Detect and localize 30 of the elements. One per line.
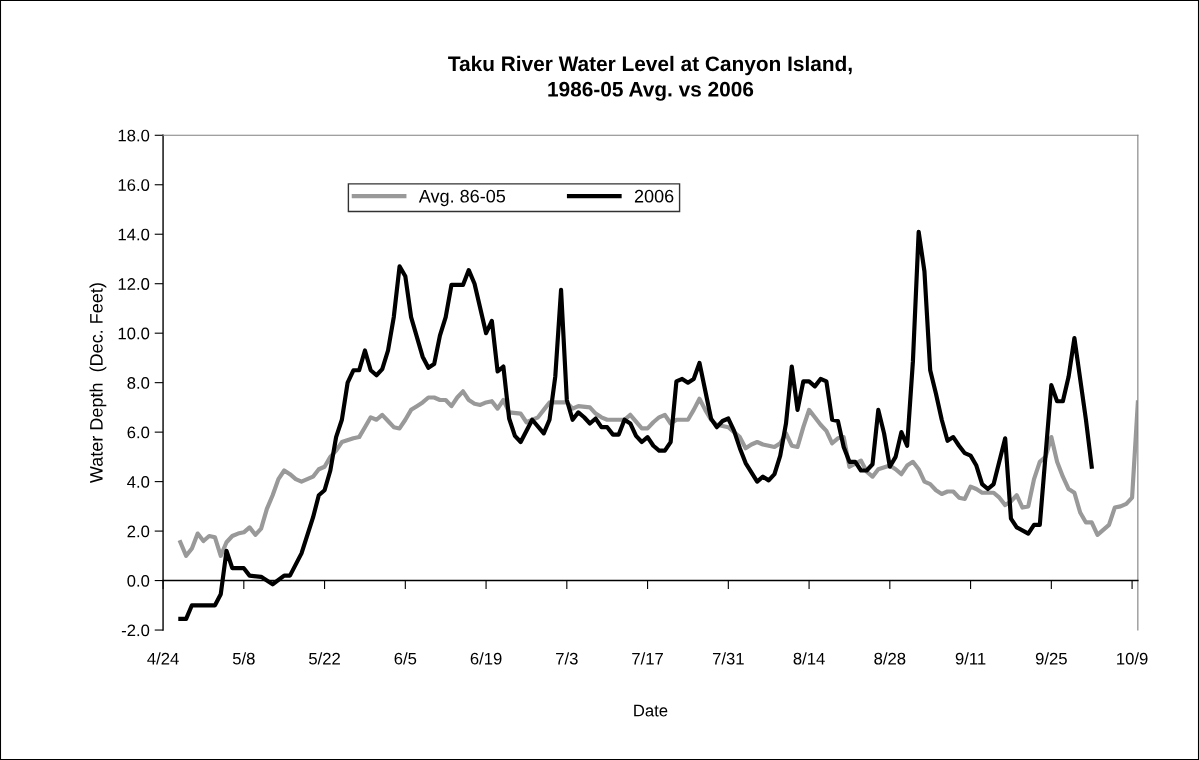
y-tick-label: 18.0 — [118, 129, 150, 142]
x-axis-title: Date — [634, 704, 668, 717]
y-tick-label: -2.0 — [121, 624, 150, 637]
line-series — [178, 389, 1138, 558]
y-tick-label: 8.0 — [127, 377, 150, 389]
y-tick-label: 2.0 — [127, 525, 150, 538]
y-tick-label: 14.0 — [118, 228, 150, 241]
x-tick-label: 9/25 — [1035, 652, 1067, 665]
y-tick-label: 6.0 — [127, 426, 150, 439]
legend-label: Avg. 86-05 — [418, 189, 506, 207]
y-tick-label: 10.0 — [118, 327, 150, 340]
x-tick-label: 5/22 — [309, 652, 340, 665]
x-tick-label: 8/28 — [874, 652, 906, 665]
x-tick-label: 5/8 — [232, 652, 255, 665]
x-tick-label: 6/19 — [470, 652, 502, 665]
x-tick-label: 6/5 — [394, 652, 417, 665]
x-tick-label: 7/17 — [632, 652, 663, 665]
x-tick-label: 7/3 — [556, 652, 578, 665]
chart-title: Taku River Water Level at Canyon Island, 1986-05 Avg. vs 2006 — [448, 55, 852, 101]
y-tick-label: 16.0 — [118, 179, 150, 191]
y-axis-title: Water Depth (Dec. Feet) — [89, 283, 107, 484]
y-tick-label: 12.0 — [118, 278, 150, 290]
x-tick-label: 4/24 — [147, 652, 179, 665]
x-tick-label: 7/31 — [712, 652, 744, 665]
x-tick-label: 8/14 — [793, 652, 825, 665]
x-tick-label: 10/9 — [1117, 652, 1148, 665]
legend-label: 2006 — [634, 189, 674, 203]
y-tick-label: 4.0 — [127, 476, 150, 488]
x-tick-label: 9/11 — [955, 652, 986, 665]
y-tick-label: 0.0 — [127, 574, 150, 587]
